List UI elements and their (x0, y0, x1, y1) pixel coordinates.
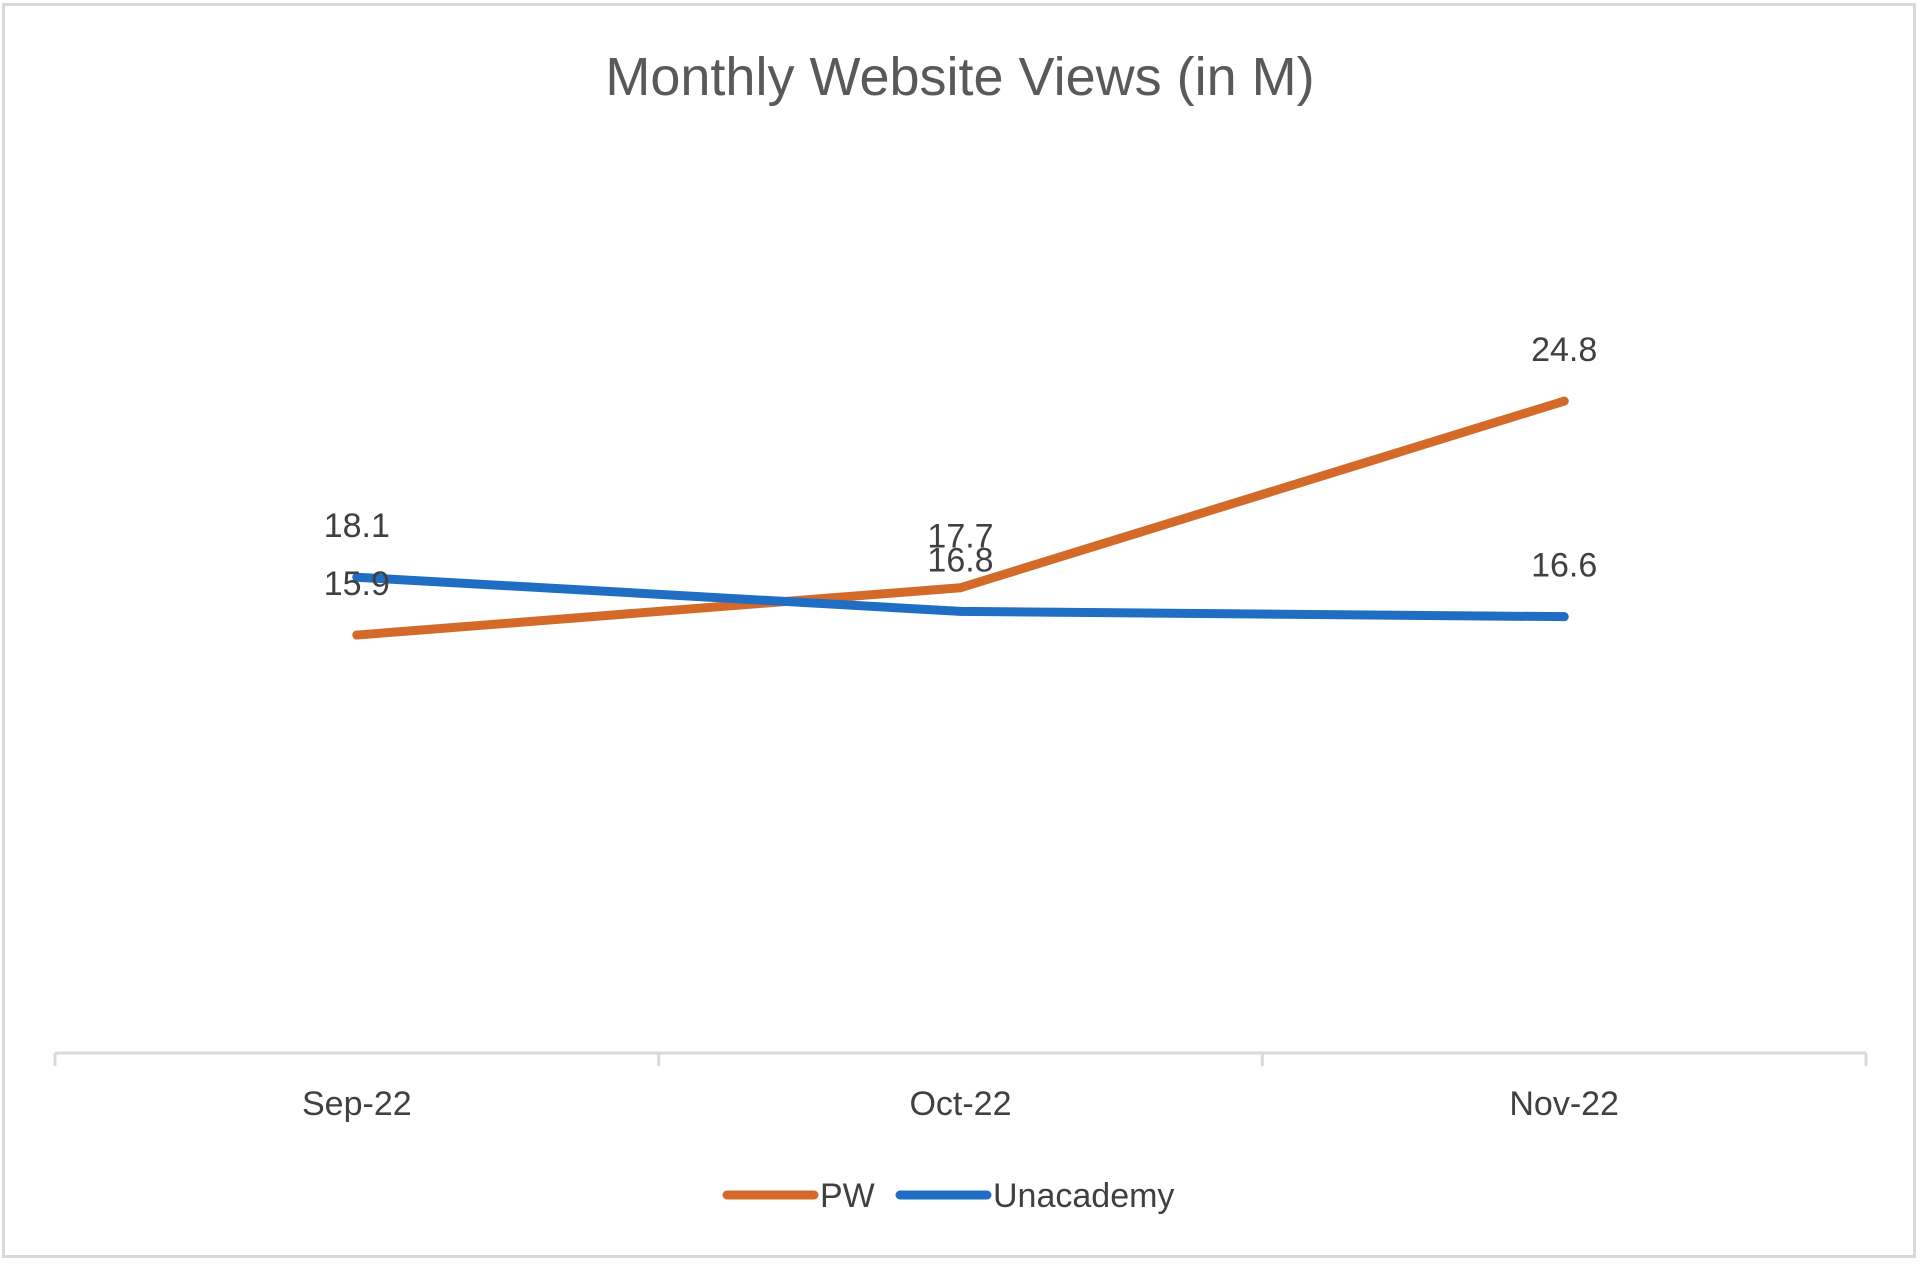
data-point (352, 630, 362, 640)
legend-item-pw: PW (722, 1177, 875, 1215)
x-tick-label: Nov-22 (1509, 1085, 1619, 1123)
x-axis: Sep-22 Oct-22 Nov-22 (53, 1051, 1868, 1123)
x-tick-label: Sep-22 (302, 1085, 412, 1123)
data-label: 24.8 (1531, 331, 1597, 369)
legend-item-unacademy: Unacademy (895, 1177, 1174, 1215)
data-label: 16.6 (1531, 547, 1597, 585)
legend: PW Unacademy (722, 1177, 1174, 1215)
data-point (956, 583, 965, 593)
data-labels: 15.9 17.7 24.8 18.1 16.8 16.6 (324, 331, 1598, 603)
data-label: 18.1 (324, 507, 390, 545)
chart-title: Monthly Website Views (in M) (605, 47, 1314, 107)
legend-label: PW (820, 1177, 875, 1215)
x-tick-label: Oct-22 (909, 1085, 1011, 1123)
data-point (1559, 612, 1569, 622)
data-label: 16.8 (927, 541, 993, 579)
data-label: 17.7 (927, 518, 993, 556)
legend-label: Unacademy (993, 1177, 1174, 1215)
data-label: 15.9 (324, 565, 390, 603)
data-point (352, 572, 362, 582)
data-point (1559, 396, 1569, 406)
series-layer (352, 396, 1569, 640)
chart-frame (2, 3, 1916, 1258)
data-point (956, 606, 965, 616)
